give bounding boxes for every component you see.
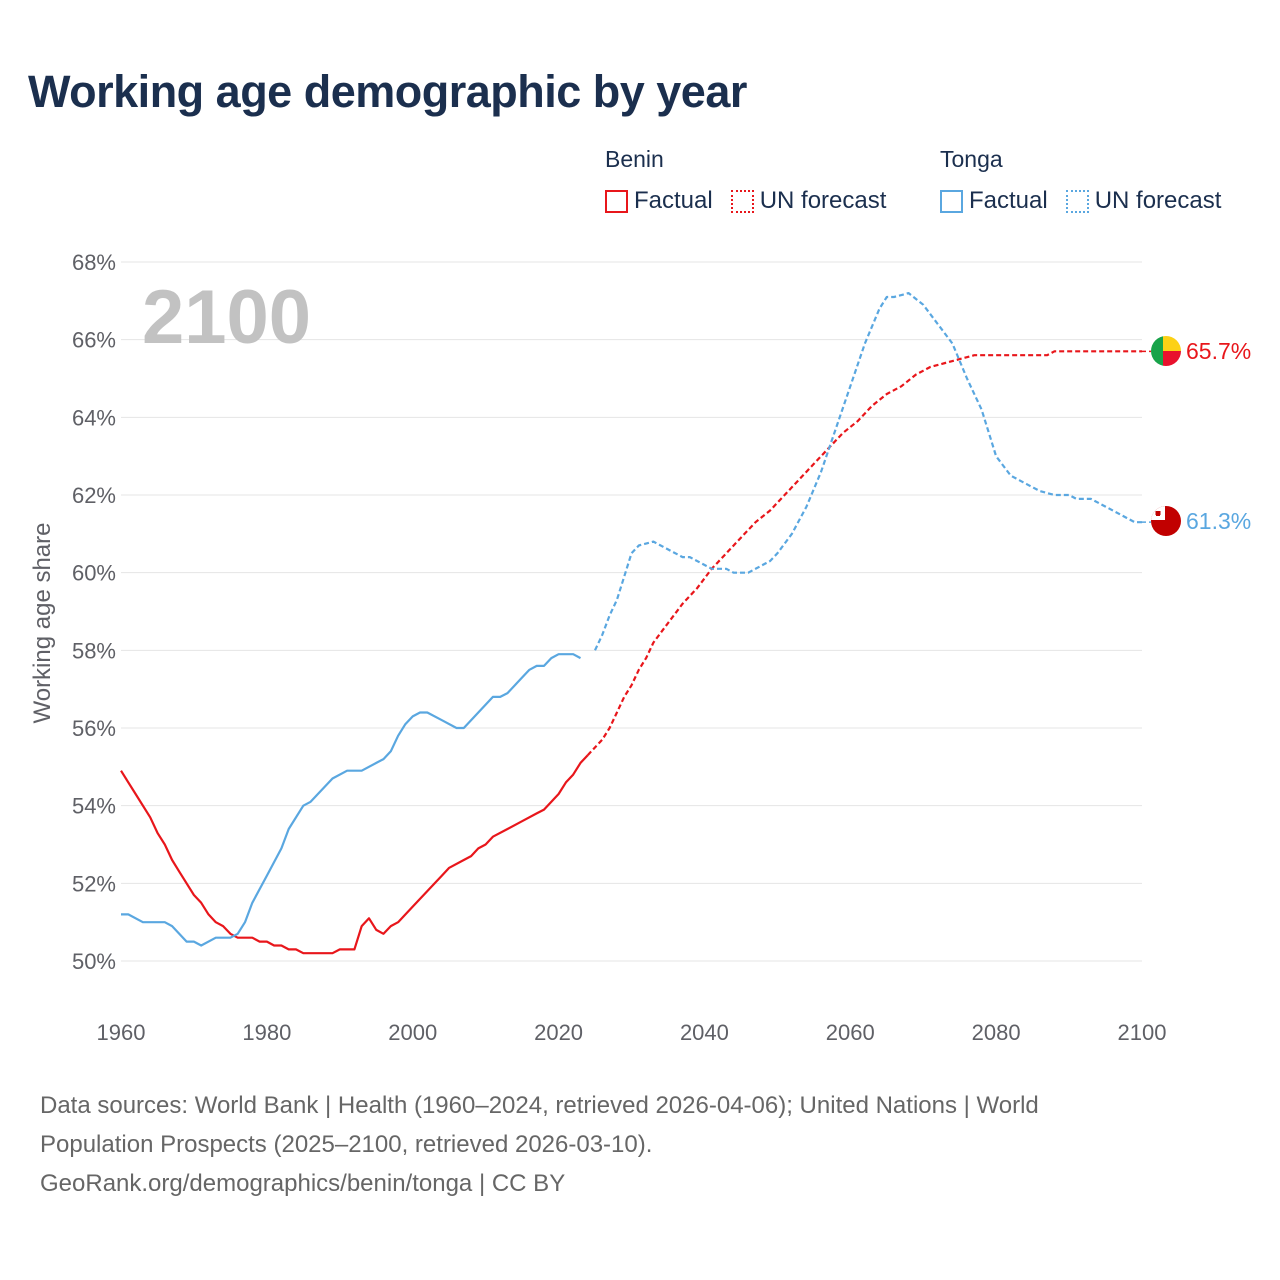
tonga-flag-icon [1151,506,1181,536]
legend-tonga: Tonga Factual UN forecast [940,146,1239,215]
y-tick-label: 56% [72,716,116,741]
gridlines [121,261,1142,962]
series-lines [120,292,1151,955]
x-tick-label: 1980 [242,1020,291,1045]
tonga-forecast-swatch [1065,189,1089,213]
y-tick-label: 50% [72,949,116,974]
chart-title: Working age demographic by year [28,66,747,117]
legend-benin-factual-label: Factual [634,187,713,214]
footer-line-2: Population Prospects (2025–2100, retriev… [40,1131,653,1158]
y-axis-label: Working age share [29,523,56,724]
y-tick-label: 60% [72,561,116,586]
benin-factual-swatch [605,189,628,213]
x-tick-label: 1960 [97,1020,146,1045]
legend-tonga-forecast-label: UN forecast [1094,187,1222,214]
legend-tonga-forecast[interactable]: UN forecast [1065,187,1222,215]
y-tick-label: 66% [72,328,116,353]
legend-tonga-factual-label: Factual [969,187,1048,214]
x-axis-ticks: 1960 1980 2000 2020 2040 2060 2080 2100 [97,1020,1167,1045]
x-tick-label: 2040 [680,1020,729,1045]
current-year-label: 2100 [142,275,311,360]
tonga-forecast-line [594,292,1142,651]
data-sources-footer: Data sources: World Bank | Health (1960–… [40,1086,1160,1203]
legend-benin-forecast[interactable]: UN forecast [730,187,887,215]
legend-tonga-factual[interactable]: Factual [940,187,1048,215]
x-tick-label: 2020 [534,1020,583,1045]
benin-forecast-swatch [730,189,754,213]
footer-line-1: Data sources: World Bank | Health (1960–… [40,1092,1039,1119]
x-tick-label: 2080 [972,1020,1021,1045]
benin-factual-line [120,754,589,955]
y-tick-label: 64% [72,405,116,430]
legend-benin: Benin Factual UN forecast [605,146,904,215]
y-tick-label: 54% [72,794,116,819]
y-tick-label: 52% [72,871,116,896]
legend-benin-name: Benin [605,146,664,172]
line-chart: 50% 52% 54% 56% 58% 60% 62% 64% 66% 68% 1960 1980 2… [29,250,1251,1045]
tonga-factual-line [121,653,582,947]
y-tick-label: 68% [72,250,116,275]
tonga-end-value: 61.3% [1186,508,1251,534]
y-tick-label: 58% [72,638,116,663]
benin-flag-icon [1151,336,1181,366]
benin-forecast-line [586,350,1142,756]
y-tick-label: 62% [72,483,116,508]
legend-benin-factual[interactable]: Factual [605,187,713,215]
x-tick-label: 2060 [826,1020,875,1045]
x-tick-label: 2000 [388,1020,437,1045]
y-axis-ticks: 50% 52% 54% 56% 58% 60% 62% 64% 66% 68% [72,250,116,974]
footer-line-3: GeoRank.org/demographics/benin/tonga | C… [40,1170,566,1197]
legend-benin-forecast-label: UN forecast [759,187,887,214]
benin-end-value: 65.7% [1186,338,1251,364]
tonga-factual-swatch [940,189,963,213]
legend-tonga-name: Tonga [940,146,1003,172]
x-tick-label: 2100 [1118,1020,1167,1045]
